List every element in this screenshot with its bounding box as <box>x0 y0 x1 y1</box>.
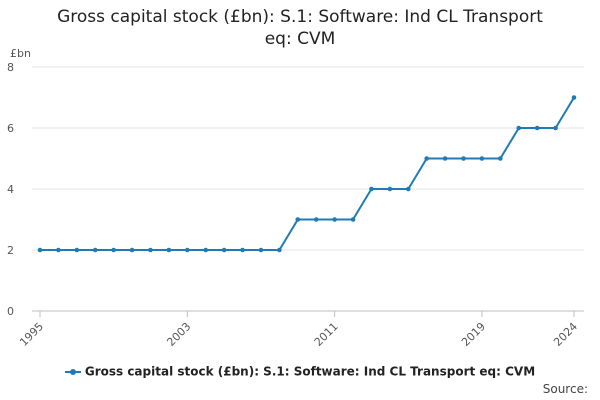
chart-title-line2: eq: CVM <box>264 29 336 49</box>
x-tick-label: 1995 <box>17 320 46 349</box>
data-point <box>203 247 209 253</box>
data-point <box>424 156 429 161</box>
y-tick-label: 2 <box>7 244 14 257</box>
data-point <box>534 125 540 131</box>
data-point <box>56 247 61 253</box>
data-point <box>350 217 356 222</box>
data-point <box>498 156 503 161</box>
x-tick-label: 2003 <box>164 320 193 349</box>
data-point <box>387 186 393 192</box>
data-point <box>553 125 558 131</box>
y-tick-label: 8 <box>7 61 14 74</box>
data-point <box>461 156 466 161</box>
data-point <box>277 247 282 253</box>
data-point <box>313 217 319 222</box>
data-point <box>166 247 172 253</box>
data-point <box>92 247 98 253</box>
data-point <box>295 217 301 222</box>
chart-legend: Gross capital stock (£bn): S.1: Software… <box>0 364 600 379</box>
data-point <box>258 247 264 253</box>
data-point <box>332 217 337 222</box>
data-point <box>129 247 135 253</box>
data-point <box>516 125 522 131</box>
x-tick-label: 2024 <box>551 320 580 349</box>
data-point <box>37 247 43 253</box>
series-line <box>40 96 575 251</box>
data-point <box>369 186 374 192</box>
y-axis-label: £bn <box>10 47 31 60</box>
data-point <box>240 247 245 253</box>
x-tick-label: 2011 <box>312 320 341 349</box>
source-label: Source: <box>542 382 588 396</box>
legend-series-label: Gross capital stock (£bn): S.1: Software… <box>84 364 536 379</box>
chart-title-line1: Gross capital stock (£bn): S.1: Software… <box>57 7 543 27</box>
data-point <box>405 186 411 192</box>
y-tick-label: 0 <box>7 305 14 318</box>
legend-series-marker-icon <box>64 367 81 377</box>
data-point <box>221 247 227 253</box>
x-tick-label: 2019 <box>459 320 488 349</box>
data-point <box>479 156 485 161</box>
data-point <box>185 247 190 253</box>
chart-title: Gross capital stock (£bn): S.1: Software… <box>0 6 600 50</box>
data-point <box>111 247 116 253</box>
data-point <box>74 247 80 253</box>
y-tick-label: 4 <box>7 183 14 196</box>
data-point <box>571 95 577 100</box>
y-tick-label: 6 <box>7 122 14 135</box>
data-point <box>442 156 448 161</box>
data-point <box>148 247 153 253</box>
